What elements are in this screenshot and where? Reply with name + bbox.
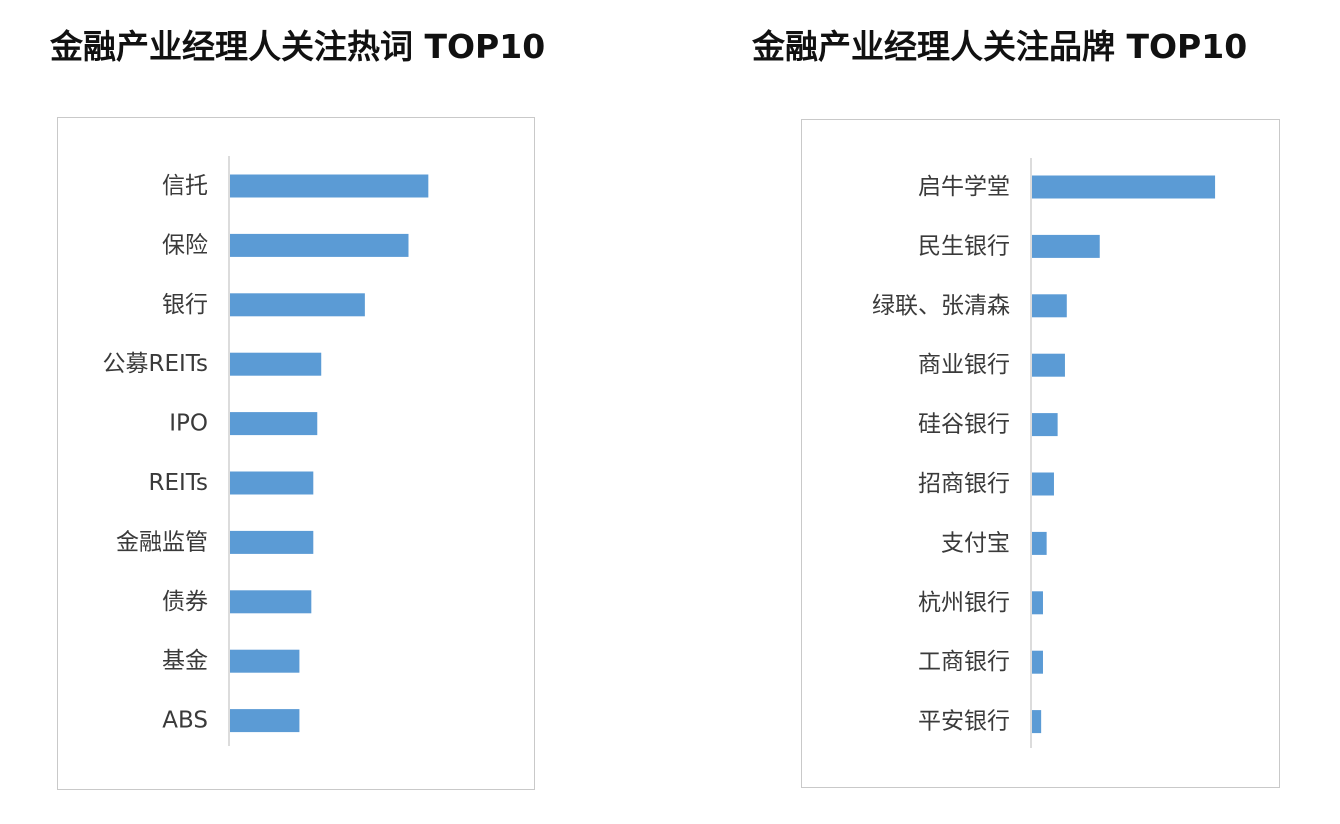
keywords-bar [230,174,429,198]
brands-category-label: 启牛学堂 [918,174,1010,200]
chart-title-keywords: 金融产业经理人关注热词 TOP10 [50,27,546,66]
brands-bar [1032,710,1042,734]
brands-category-label: 平安银行 [918,709,1010,735]
keywords-bar [230,471,314,495]
keywords-category-label: 债券 [162,589,208,615]
brands-category-label: 商业银行 [918,352,1010,378]
keywords-category-label: 保险 [162,232,208,258]
brands-bar [1032,175,1216,199]
keywords-bar [230,233,409,257]
keywords-bar [230,590,312,614]
keywords-bar [230,649,300,673]
brands-bar [1032,591,1043,615]
keywords-category-label: 信托 [162,173,208,199]
keywords-category-label: 公募REITs [102,351,208,377]
brands-chart: 启牛学堂民生银行绿联、张清森商业银行硅谷银行招商银行支付宝杭州银行工商银行平安银… [801,119,1280,788]
brands-bar [1032,531,1047,555]
brands-bar [1032,472,1054,496]
keywords-bar [230,412,318,436]
chart-title-brands: 金融产业经理人关注品牌 TOP10 [752,27,1248,66]
brands-bar [1032,650,1043,674]
brands-category-label: 支付宝 [941,530,1010,556]
brands-category-label: 招商银行 [918,471,1010,497]
brands-category-label: 工商银行 [918,649,1010,675]
brands-bar [1032,234,1100,258]
brands-bar [1032,353,1065,377]
keywords-bar [230,709,300,733]
keywords-category-label: 金融监管 [116,529,208,555]
keywords-category-label: IPO [169,411,208,437]
brands-bar [1032,294,1067,318]
keywords-bar [230,352,322,376]
keywords-chart: 信托保险银行公募REITs IPO REITs 金融监管债券基金 ABS [57,117,535,790]
keywords-category-label: ABS [162,708,208,734]
keywords-bar [230,530,314,554]
brands-bar [1032,413,1058,437]
keywords-category-label: REITs [148,470,208,496]
brands-chart-svg: 启牛学堂民生银行绿联、张清森商业银行硅谷银行招商银行支付宝杭州银行工商银行平安银… [872,158,1216,748]
brands-category-label: 民生银行 [918,233,1010,259]
brands-category-label: 杭州银行 [918,590,1010,616]
keywords-bar [230,293,365,317]
keywords-category-label: 银行 [162,292,208,318]
brands-category-label: 硅谷银行 [918,412,1010,438]
brands-category-label: 绿联、张清森 [872,293,1010,319]
keywords-category-label: 基金 [162,648,208,674]
